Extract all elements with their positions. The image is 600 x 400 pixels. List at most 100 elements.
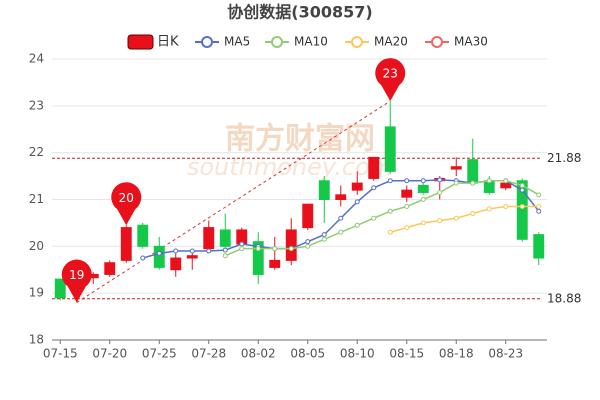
ma-point: [536, 192, 542, 198]
legend-label: MA10: [294, 35, 328, 49]
ma-point: [272, 246, 278, 252]
ma-point: [470, 211, 476, 217]
ma-point: [404, 204, 410, 210]
pin-label: 20: [119, 191, 134, 205]
y-tick-label: 21: [29, 192, 44, 206]
x-tick-label: 08-05: [290, 347, 325, 361]
reference-label: 18.88: [547, 291, 581, 305]
ma-point: [519, 182, 525, 188]
candle-body: [54, 278, 66, 299]
candle-body: [203, 227, 215, 250]
x-tick-label: 07-28: [191, 347, 226, 361]
legend-dot: [271, 36, 283, 48]
candle-body: [285, 229, 297, 261]
ma-point: [305, 239, 311, 245]
ma-point: [519, 204, 525, 210]
watermark: 南方财富网: [225, 122, 375, 157]
y-tick-label: 24: [29, 52, 44, 66]
ma-point: [173, 248, 179, 254]
candle-body: [318, 180, 330, 200]
pin: [375, 58, 406, 102]
legend-dot: [351, 36, 363, 48]
reference-label: 21.88: [547, 151, 581, 165]
ma-point: [239, 246, 245, 252]
x-tick-label: 08-23: [488, 347, 523, 361]
y-tick-label: 19: [29, 286, 44, 300]
ma-point: [156, 250, 162, 256]
ma-point: [354, 199, 360, 205]
ma-point: [206, 248, 212, 254]
candle-body: [269, 259, 281, 268]
ma-point: [486, 206, 492, 212]
ma-point: [486, 178, 492, 184]
ma-point: [536, 208, 542, 214]
candle-body: [500, 182, 512, 189]
ma-point: [453, 180, 459, 186]
ma-point: [189, 248, 195, 254]
candle-body: [302, 203, 314, 229]
candle-body: [153, 245, 165, 268]
ma-point: [503, 178, 509, 184]
x-tick-label: 08-02: [241, 347, 276, 361]
ma-point: [536, 204, 542, 210]
ma-point: [387, 208, 393, 214]
legend-candle: [127, 34, 154, 50]
x-tick-label: 07-25: [142, 347, 177, 361]
ma-point: [453, 215, 459, 221]
ma-point: [371, 215, 377, 221]
ma-point: [437, 189, 443, 195]
pin: [111, 182, 142, 226]
ma-point: [404, 178, 410, 184]
ma-point: [305, 243, 311, 249]
ma-point: [519, 187, 525, 193]
ma-point: [503, 204, 509, 210]
y-tick-label: 23: [29, 98, 44, 112]
candle-body: [368, 156, 380, 179]
candle-body: [120, 227, 132, 261]
x-tick-label: 08-10: [340, 347, 375, 361]
candle-body: [170, 257, 182, 271]
ma-line: [224, 180, 540, 257]
ma-point: [404, 225, 410, 231]
candle-body: [450, 166, 462, 170]
ma-point: [354, 222, 360, 228]
candle-body: [186, 255, 198, 259]
ma-point: [321, 232, 327, 238]
ma-point: [437, 177, 443, 183]
candle-body: [335, 194, 347, 200]
candle-body: [417, 184, 429, 193]
watermark: southmoney.com: [187, 153, 393, 181]
legend-label: 日K: [157, 35, 179, 50]
candle-body: [137, 224, 149, 247]
x-tick-label: 07-20: [92, 347, 127, 361]
ma-point: [321, 236, 327, 242]
ma-line: [390, 205, 539, 234]
x-tick-label: 07-15: [43, 347, 78, 361]
ma-point: [288, 246, 294, 252]
candle-body: [533, 234, 545, 259]
y-tick-label: 22: [29, 145, 44, 159]
ma-point: [420, 220, 426, 226]
ma-point: [222, 253, 228, 259]
candle-body: [252, 241, 264, 275]
pin-label: 23: [383, 67, 398, 81]
ma-point: [338, 215, 344, 221]
legend-label: MA30: [454, 35, 488, 49]
ma-point: [437, 218, 443, 224]
trend-line: [76, 100, 391, 303]
x-tick-label: 08-18: [439, 347, 474, 361]
candle-body: [467, 159, 479, 184]
ma-point: [338, 229, 344, 235]
legend-dot: [201, 36, 213, 48]
x-tick-label: 08-15: [389, 347, 424, 361]
candle-body: [384, 126, 396, 172]
legend-label: MA20: [374, 35, 408, 49]
ma-point: [470, 180, 476, 186]
candle-body: [351, 182, 363, 191]
candle-body: [104, 262, 116, 275]
ma-point: [255, 246, 261, 252]
ma-point: [222, 247, 228, 253]
ma-point: [420, 178, 426, 184]
candle-body: [516, 180, 528, 240]
